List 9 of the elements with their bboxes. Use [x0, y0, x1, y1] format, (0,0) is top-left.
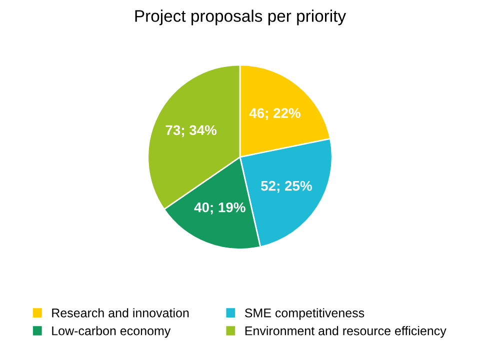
- legend-label: Environment and resource efficiency: [245, 326, 446, 338]
- data-label: 40; 19%: [194, 202, 246, 214]
- legend-label: Research and innovation: [52, 308, 189, 318]
- chart-title: Project proposals per priority: [135, 10, 346, 26]
- legend-label: Low-carbon economy: [52, 326, 171, 338]
- data-label: 52; 25%: [261, 180, 312, 193]
- data-label: 46; 22%: [249, 108, 300, 120]
- legend-label: SME competitiveness: [244, 308, 364, 320]
- data-label: 73; 34%: [166, 125, 217, 138]
